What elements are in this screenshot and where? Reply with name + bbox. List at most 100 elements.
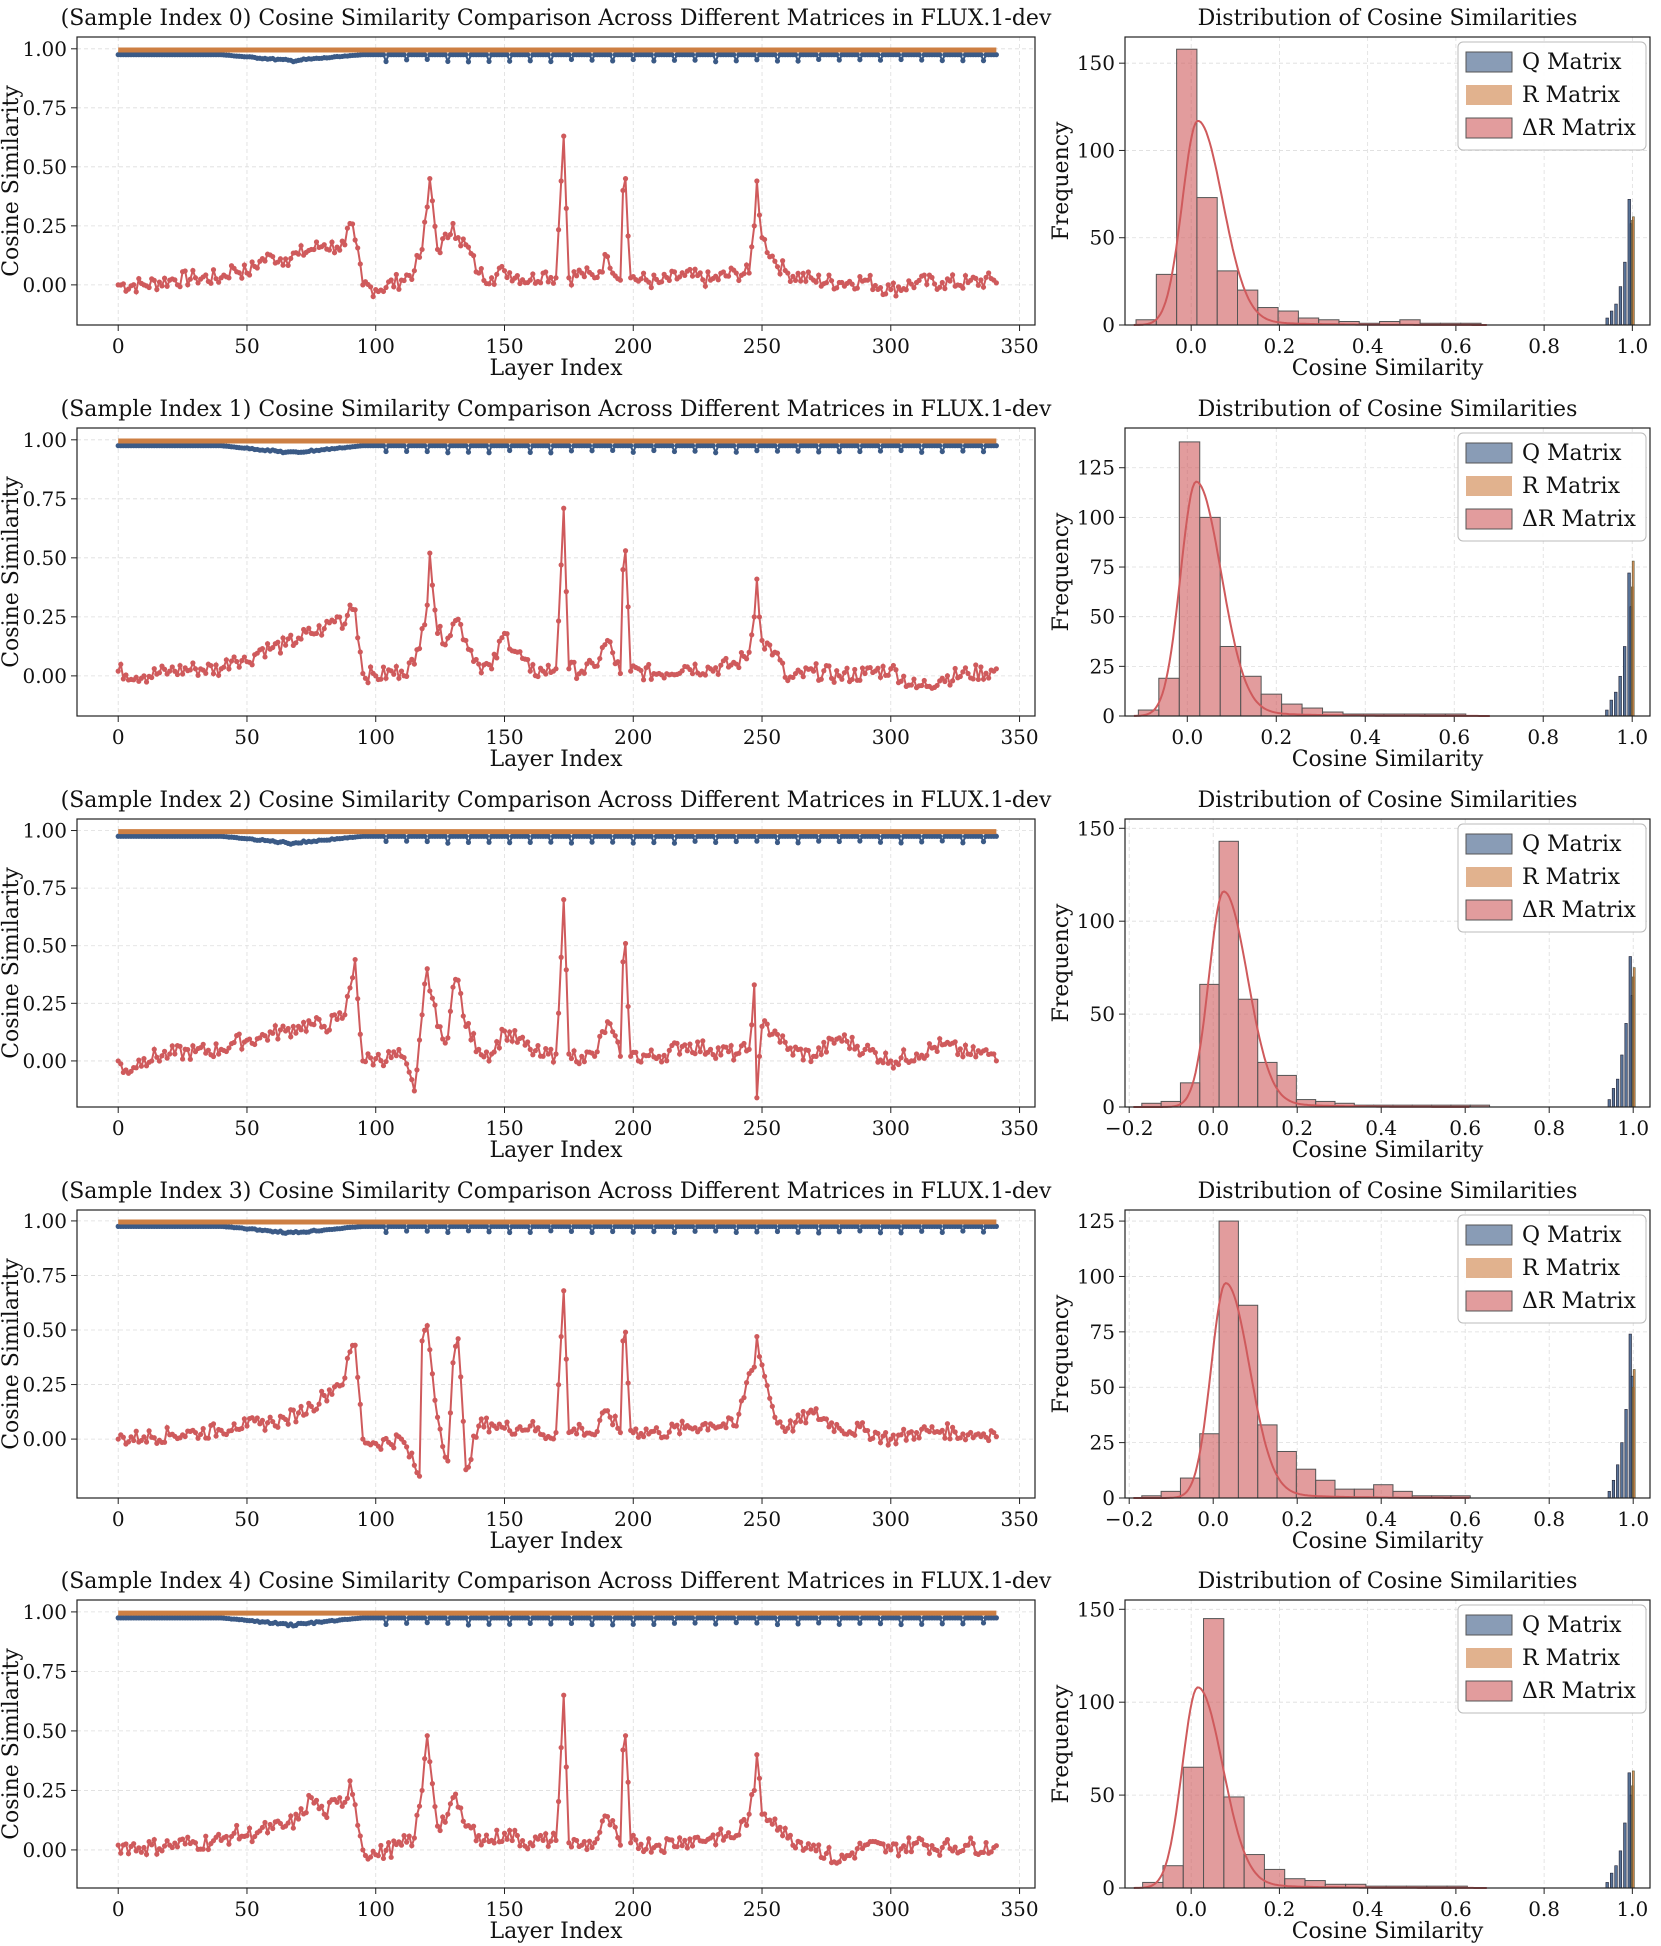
dr-point (169, 664, 175, 670)
dr-point (633, 1426, 639, 1432)
dr-point (476, 1423, 482, 1429)
dr-point (249, 1838, 255, 1845)
q-point (401, 1223, 407, 1229)
dr-point (133, 289, 139, 295)
dr-point (684, 1048, 690, 1054)
dr-point (344, 1355, 351, 1361)
dr-point (960, 1847, 966, 1854)
dr-point (803, 1420, 809, 1426)
dr-point (628, 1840, 634, 1846)
line4-xtick-label: 200 (614, 1897, 652, 1921)
q-point (813, 833, 819, 839)
dr-point (612, 1413, 618, 1419)
legend-swatch (1465, 1680, 1513, 1702)
dr-point (339, 1382, 345, 1388)
q-point (404, 1620, 410, 1626)
dr-point (962, 1042, 969, 1048)
dr-point (970, 676, 976, 682)
dr-point (200, 1425, 206, 1432)
dr-point (684, 1845, 690, 1851)
dr-point (617, 277, 623, 283)
dr-point (772, 258, 778, 264)
dr-series-line (117, 1695, 997, 1865)
dr-point (460, 236, 466, 242)
dr-point (787, 1418, 793, 1424)
dr-point (563, 589, 569, 595)
dr-point (277, 256, 284, 262)
q-point (875, 443, 881, 449)
dr-point (741, 1816, 747, 1823)
q-point (731, 443, 737, 449)
dr-point (203, 1833, 209, 1839)
dr-point (262, 654, 268, 660)
dr-point (633, 1049, 639, 1055)
q-point (980, 1620, 987, 1626)
dr-point (599, 1818, 605, 1824)
dr-point (470, 1823, 477, 1829)
dr-point (270, 644, 276, 651)
q-point (424, 1228, 430, 1234)
dr-point (177, 284, 183, 290)
dr-point (859, 1420, 866, 1426)
q-point (651, 58, 657, 64)
dr-point (213, 1433, 219, 1439)
dr-point (530, 1418, 536, 1425)
dr-point (893, 1441, 899, 1447)
dr-point (746, 649, 752, 655)
dr-point (790, 1052, 796, 1058)
dr-point (174, 1844, 181, 1850)
dr-point (419, 1338, 425, 1344)
legend-label: Q Matrix (1522, 1613, 1622, 1638)
dr-point (478, 1842, 484, 1848)
q-point (442, 443, 448, 449)
q-point (669, 1615, 675, 1621)
dr-point (656, 1842, 662, 1848)
dr-point (409, 276, 415, 282)
legend-swatch (1465, 1290, 1513, 1312)
dr-point (424, 602, 430, 608)
dr-point (646, 661, 652, 668)
dr-bar (1218, 1220, 1239, 1499)
dr-point (625, 233, 631, 239)
dr-point (434, 1823, 441, 1829)
hist2-frame (1124, 818, 1651, 1108)
dr-point (548, 1046, 554, 1052)
line0-title: (Sample Index 0) Cosine Similarity Compa… (61, 6, 1052, 31)
dr-point (182, 1433, 188, 1440)
dr-point (161, 1439, 168, 1445)
dr-point (756, 1353, 763, 1360)
dr-point (303, 1411, 309, 1417)
q-point (630, 449, 636, 455)
dr-point (944, 1837, 951, 1843)
dr-point (331, 250, 338, 256)
dr-point (326, 247, 332, 253)
dr-point (924, 281, 930, 288)
q-point (939, 57, 945, 64)
r-bar (1632, 967, 1636, 1108)
q-bar (1618, 675, 1622, 717)
line0-ytick-label: 0.00 (22, 273, 67, 297)
q-bar (1623, 261, 1627, 326)
dr-point (275, 1036, 281, 1042)
dr-point (313, 1406, 320, 1412)
q-point (978, 1615, 984, 1621)
dr-point (800, 674, 806, 680)
dr-point (442, 231, 448, 237)
q-point (774, 839, 781, 846)
dr-bar (1176, 48, 1198, 326)
dr-point (962, 272, 969, 279)
dr-point (432, 607, 438, 613)
q-point (424, 838, 430, 845)
dr-point (532, 1048, 538, 1054)
dr-point (761, 646, 768, 652)
dr-point (321, 626, 327, 632)
dr-point (774, 264, 781, 270)
dr-point (993, 1434, 999, 1440)
dr-point (579, 270, 585, 276)
dr-point (337, 247, 343, 253)
dr-point (581, 1839, 587, 1845)
dr-point (282, 1416, 289, 1423)
dr-point (514, 1039, 520, 1045)
dr-point (465, 244, 472, 250)
